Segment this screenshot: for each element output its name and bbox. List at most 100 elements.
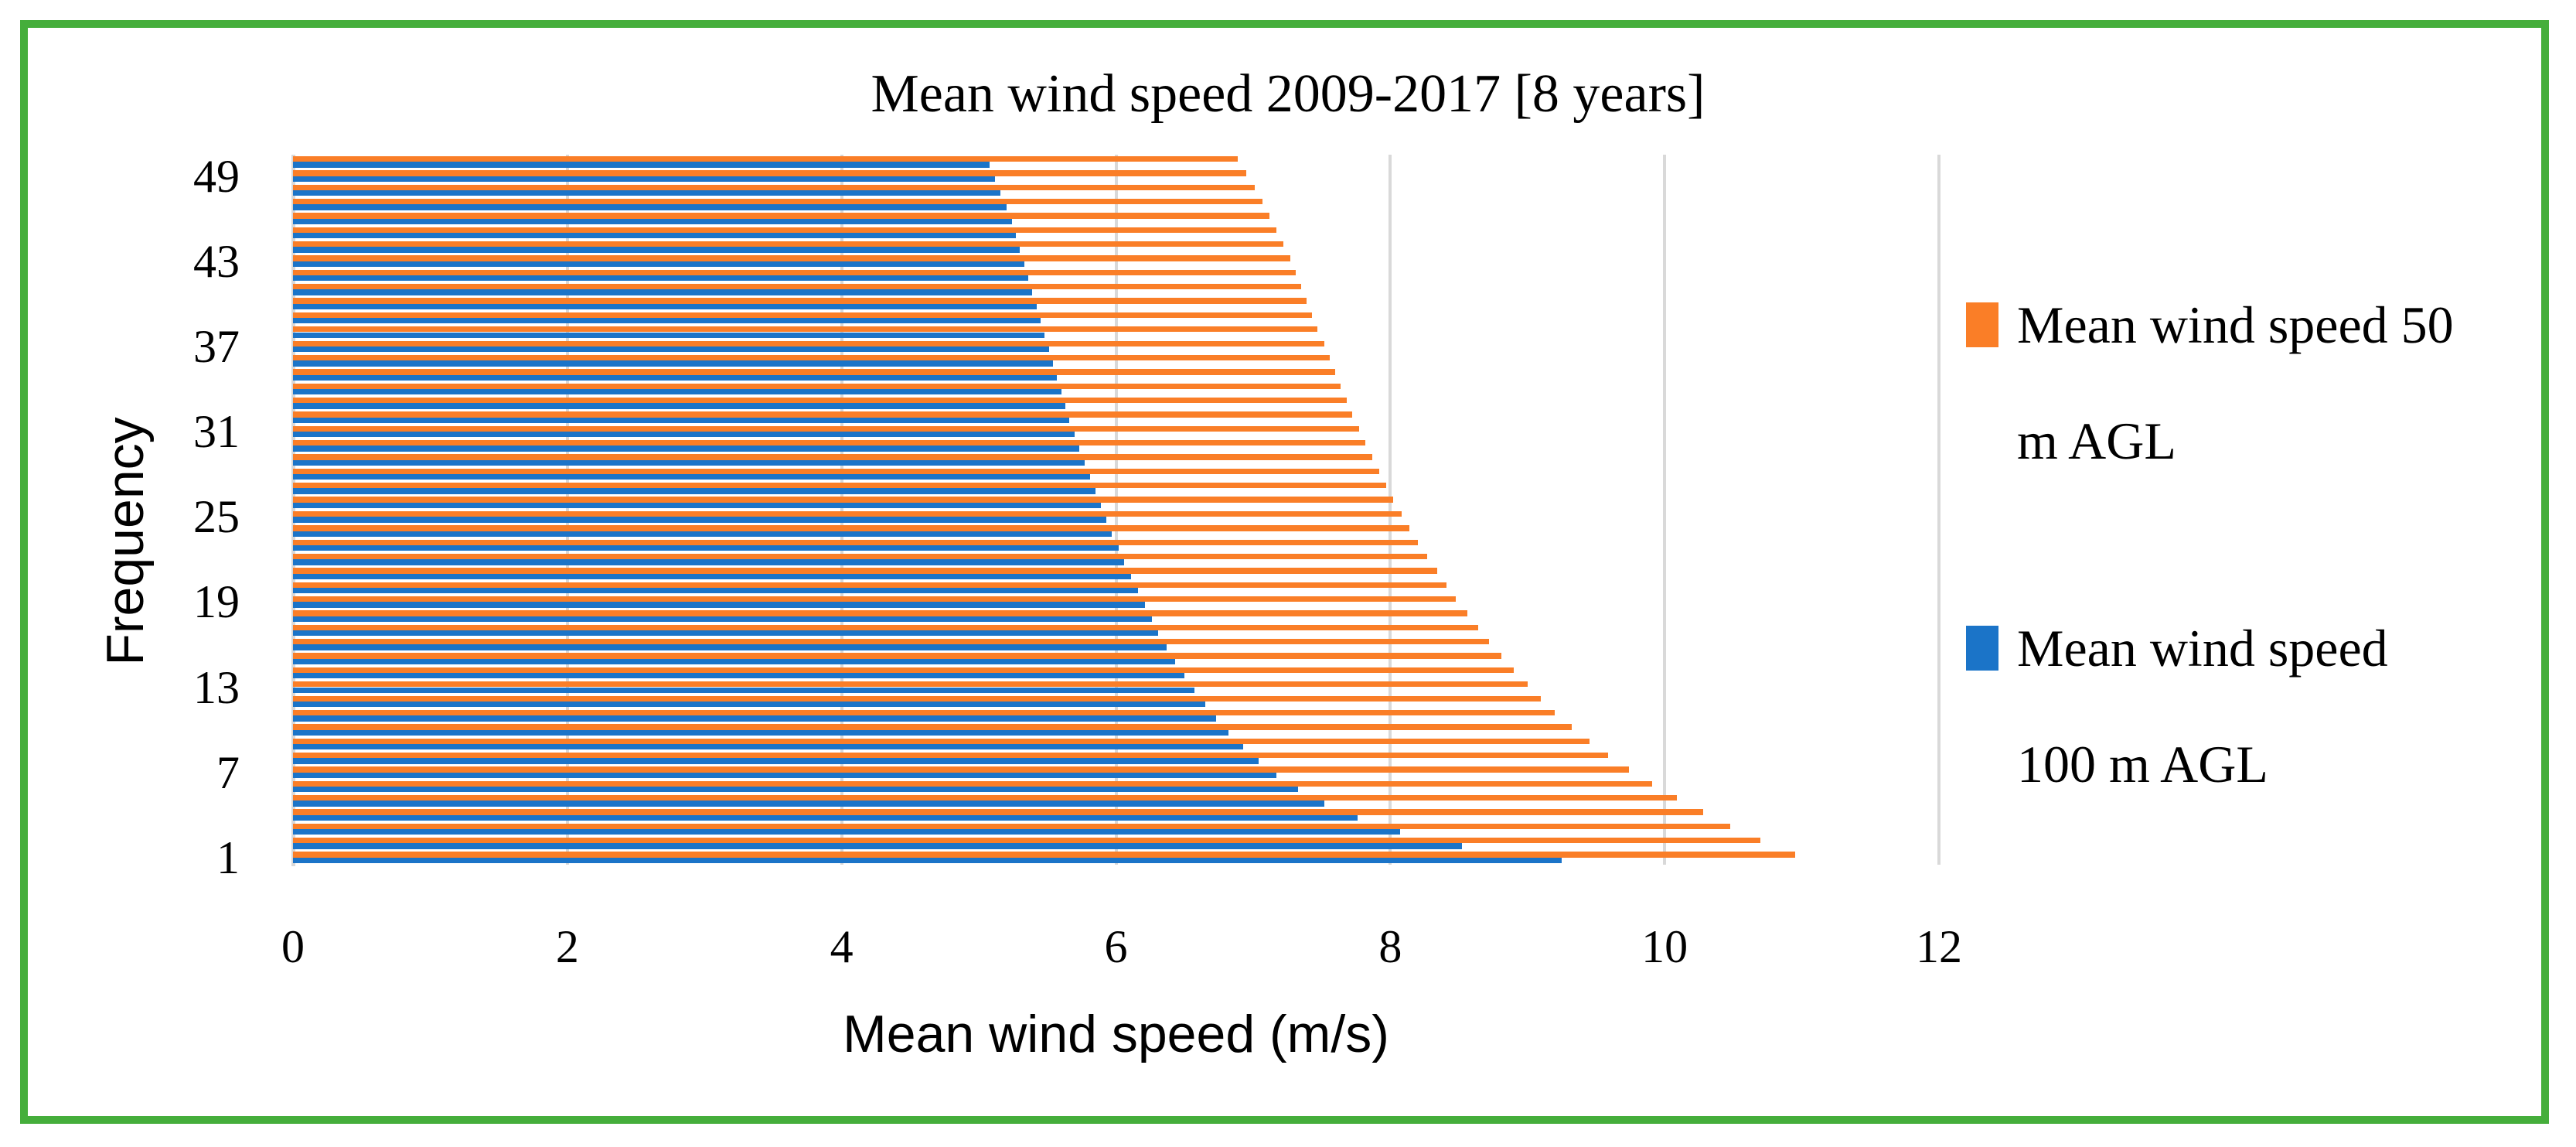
legend-label-line: Mean wind speed [2017,619,2388,678]
bar-50m-agl-freq-27 [293,483,1386,489]
bar-100m-agl-freq-8 [293,758,1259,764]
bar-50m-agl-freq-12 [293,695,1542,702]
bar-100m-agl-freq-33 [293,403,1065,409]
legend-swatch-50m-agl [1966,302,1998,347]
legend-swatch-100m-agl [1966,626,1998,671]
bar-100m-agl-freq-2 [293,843,1462,849]
bar-50m-agl-freq-31 [293,425,1359,432]
bar-50m-agl-freq-46 [293,213,1270,219]
bar-50m-agl-freq-20 [293,582,1447,588]
bar-100m-agl-freq-16 [293,644,1167,650]
bar-50m-agl-freq-5 [293,795,1678,801]
bar-50m-agl-freq-49 [293,170,1247,176]
bar-50m-agl-freq-28 [293,468,1380,475]
bar-100m-agl-freq-7 [293,772,1277,778]
bar-100m-agl-freq-35 [293,374,1058,381]
gridline-x-8 [1389,155,1392,865]
legend-entry-50m-agl: Mean wind speed 50 m AGL [1966,267,2454,499]
bar-50m-agl-freq-24 [293,525,1410,531]
legend-entry-100m-agl: Mean wind speed 100 m AGL [1966,590,2388,822]
gridline-x-2 [565,155,569,865]
bar-100m-agl-freq-44 [293,247,1021,253]
bar-50m-agl-freq-37 [293,340,1325,346]
bar-50m-agl-freq-26 [293,497,1393,503]
bar-50m-agl-freq-33 [293,397,1347,404]
bar-100m-agl-freq-34 [293,388,1061,395]
bar-100m-agl-freq-42 [293,275,1028,282]
bar-100m-agl-freq-26 [293,502,1101,509]
bar-100m-agl-freq-45 [293,232,1016,239]
bar-50m-agl-freq-18 [293,610,1467,616]
bar-100m-agl-freq-14 [293,673,1185,679]
bar-100m-agl-freq-11 [293,715,1216,722]
bar-50m-agl-freq-19 [293,596,1457,603]
bar-100m-agl-freq-41 [293,289,1033,295]
bar-50m-agl-freq-47 [293,198,1263,205]
bar-50m-agl-freq-13 [293,681,1528,688]
x-tick-label-8: 8 [1378,921,1402,972]
y-tick-label-19: 19 [193,576,240,628]
bar-100m-agl-freq-31 [293,432,1075,438]
bar-50m-agl-freq-29 [293,454,1373,460]
value-axis-line [291,155,295,866]
bar-50m-agl-freq-41 [293,284,1301,290]
bar-50m-agl-freq-30 [293,440,1366,446]
bar-100m-agl-freq-43 [293,261,1024,268]
bar-100m-agl-freq-6 [293,787,1299,793]
bar-100m-agl-freq-12 [293,701,1205,708]
bar-50m-agl-freq-4 [293,809,1703,815]
bar-50m-agl-freq-7 [293,766,1630,773]
bar-50m-agl-freq-3 [293,823,1731,830]
bar-50m-agl-freq-45 [293,227,1277,233]
bar-100m-agl-freq-49 [293,176,996,182]
y-tick-label-49: 49 [193,150,240,202]
bar-100m-agl-freq-50 [293,162,990,168]
bar-50m-agl-freq-9 [293,738,1590,744]
bar-100m-agl-freq-24 [293,531,1113,537]
bar-100m-agl-freq-37 [293,346,1049,353]
chart-title: Mean wind speed 2009-2017 [8 years] [871,64,1705,124]
bar-50m-agl-freq-34 [293,383,1341,389]
bar-100m-agl-freq-46 [293,218,1012,224]
bar-100m-agl-freq-4 [293,814,1358,821]
bar-50m-agl-freq-43 [293,255,1290,261]
bar-50m-agl-freq-2 [293,838,1761,844]
bar-50m-agl-freq-25 [293,510,1402,517]
x-tick-label-0: 0 [281,921,305,972]
x-tick-label-2: 2 [555,921,579,972]
bar-100m-agl-freq-17 [293,630,1159,637]
bar-100m-agl-freq-1 [293,857,1562,864]
bar-50m-agl-freq-15 [293,653,1502,659]
bar-100m-agl-freq-21 [293,573,1132,579]
bar-100m-agl-freq-19 [293,602,1145,608]
y-tick-label-25: 25 [193,491,240,543]
bar-50m-agl-freq-42 [293,269,1296,276]
x-tick-label-12: 12 [1916,921,1962,972]
y-tick-label-13: 13 [193,661,240,713]
gridline-x-4 [840,155,843,865]
y-tick-label-7: 7 [216,746,240,798]
bar-100m-agl-freq-30 [293,445,1079,452]
bar-50m-agl-freq-32 [293,411,1352,418]
gridline-x-10 [1663,155,1667,865]
bar-100m-agl-freq-3 [293,829,1400,835]
bar-100m-agl-freq-27 [293,488,1095,494]
bar-50m-agl-freq-16 [293,639,1490,645]
bar-50m-agl-freq-48 [293,184,1255,190]
bar-50m-agl-freq-17 [293,624,1478,631]
bar-50m-agl-freq-39 [293,312,1313,319]
bar-100m-agl-freq-39 [293,318,1041,324]
bar-100m-agl-freq-47 [293,204,1007,210]
y-tick-label-43: 43 [193,235,240,287]
gridline-x-6 [1114,155,1118,865]
legend-label-line: 100 m AGL [2017,735,2268,794]
bar-100m-agl-freq-13 [293,687,1194,693]
legend-label-50m-agl: Mean wind speed 50 m AGL [2017,267,2454,499]
bar-100m-agl-freq-22 [293,559,1125,565]
gridline-x-12 [1937,155,1941,865]
bar-100m-agl-freq-38 [293,332,1045,338]
bar-50m-agl-freq-50 [293,155,1239,162]
x-tick-label-10: 10 [1641,921,1688,972]
bar-50m-agl-freq-21 [293,568,1437,574]
x-tick-label-6: 6 [1104,921,1128,972]
